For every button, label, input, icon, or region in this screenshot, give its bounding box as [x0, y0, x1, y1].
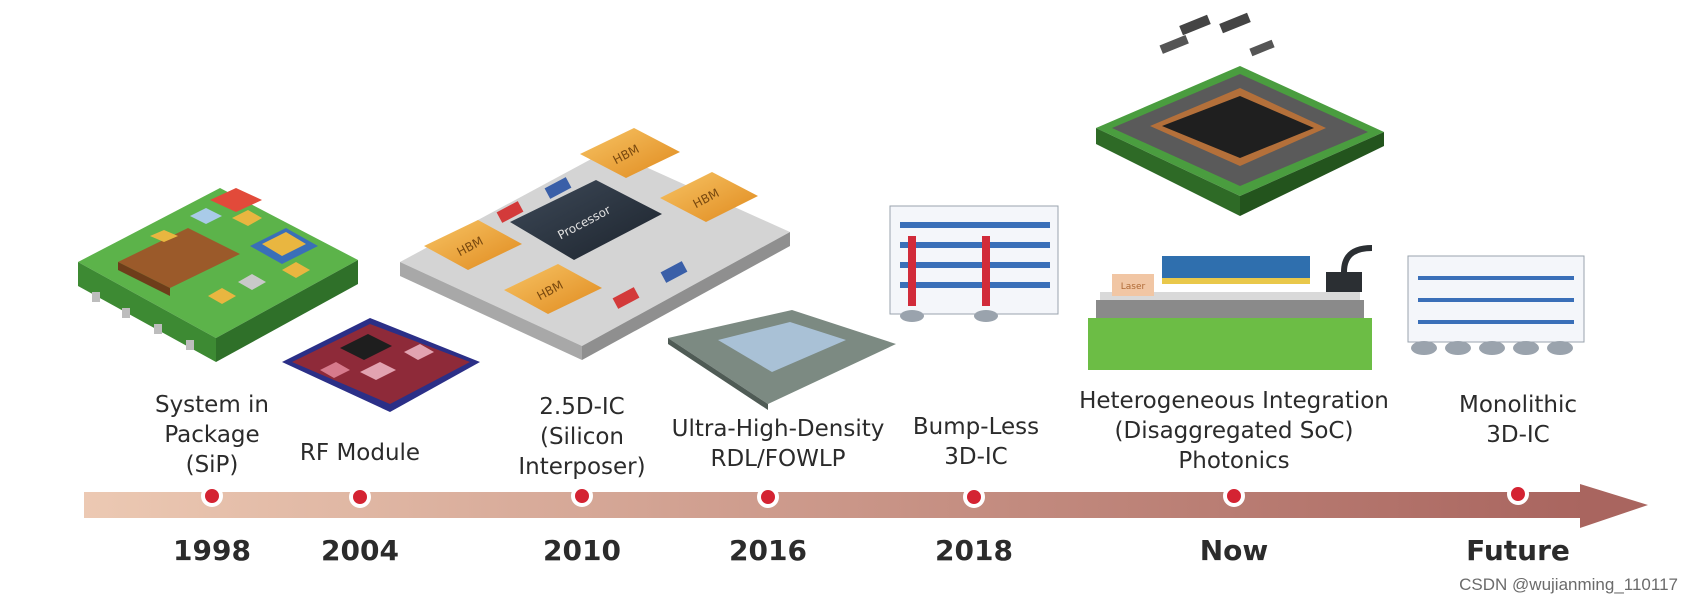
- milestone-label-fowlp: Ultra-High-Density RDL/FOWLP: [671, 416, 885, 472]
- timeline-dot: [1223, 485, 1245, 507]
- milestone-label-2-5d-ic: 2.5D-IC (Silicon Interposer): [518, 394, 646, 480]
- year-label: 2010: [543, 534, 621, 567]
- milestone-label-bumpless-3dic: Bump-Less 3D-IC: [912, 414, 1040, 470]
- monolithic-3dic-illustration: [1407, 255, 1585, 355]
- timeline-dots: [201, 483, 1529, 508]
- bumpless-3dic-illustration: [889, 205, 1059, 322]
- timeline-dot: [963, 486, 985, 508]
- disaggregated-soc-illustration: [1096, 12, 1384, 216]
- watermark: CSDN @wujianming_110117: [1459, 575, 1678, 594]
- interposer-illustration: Processor HBM HBM HBM HBM: [400, 128, 790, 360]
- year-label: 2004: [321, 534, 399, 567]
- milestone-label-rf-module: RF Module: [299, 440, 421, 466]
- milestone-label-monolithic: Monolithic 3D-IC: [1459, 392, 1577, 448]
- laser-label: Laser: [1121, 282, 1146, 292]
- year-label: 2018: [935, 534, 1013, 567]
- timeline-dot: [1507, 483, 1529, 505]
- photonics-illustration: Laser: [1088, 245, 1373, 370]
- timeline-arrow: [84, 484, 1648, 528]
- year-label: Future: [1466, 534, 1570, 567]
- timeline-dot: [201, 485, 223, 507]
- sip-package-illustration: [78, 188, 358, 362]
- year-label: Now: [1199, 534, 1269, 567]
- fowlp-illustration: [668, 310, 896, 410]
- year-label: 1998: [173, 534, 251, 567]
- year-label: 2016: [729, 534, 807, 567]
- milestone-label-sip: System in Package (SiP): [154, 392, 270, 478]
- rf-module-illustration: [282, 318, 480, 412]
- timeline-dot: [757, 486, 779, 508]
- milestone-label-heterogeneous: Heterogeneous Integration (Disaggregated…: [1079, 388, 1389, 474]
- timeline-dot: [571, 485, 593, 507]
- timeline-dot: [349, 486, 371, 508]
